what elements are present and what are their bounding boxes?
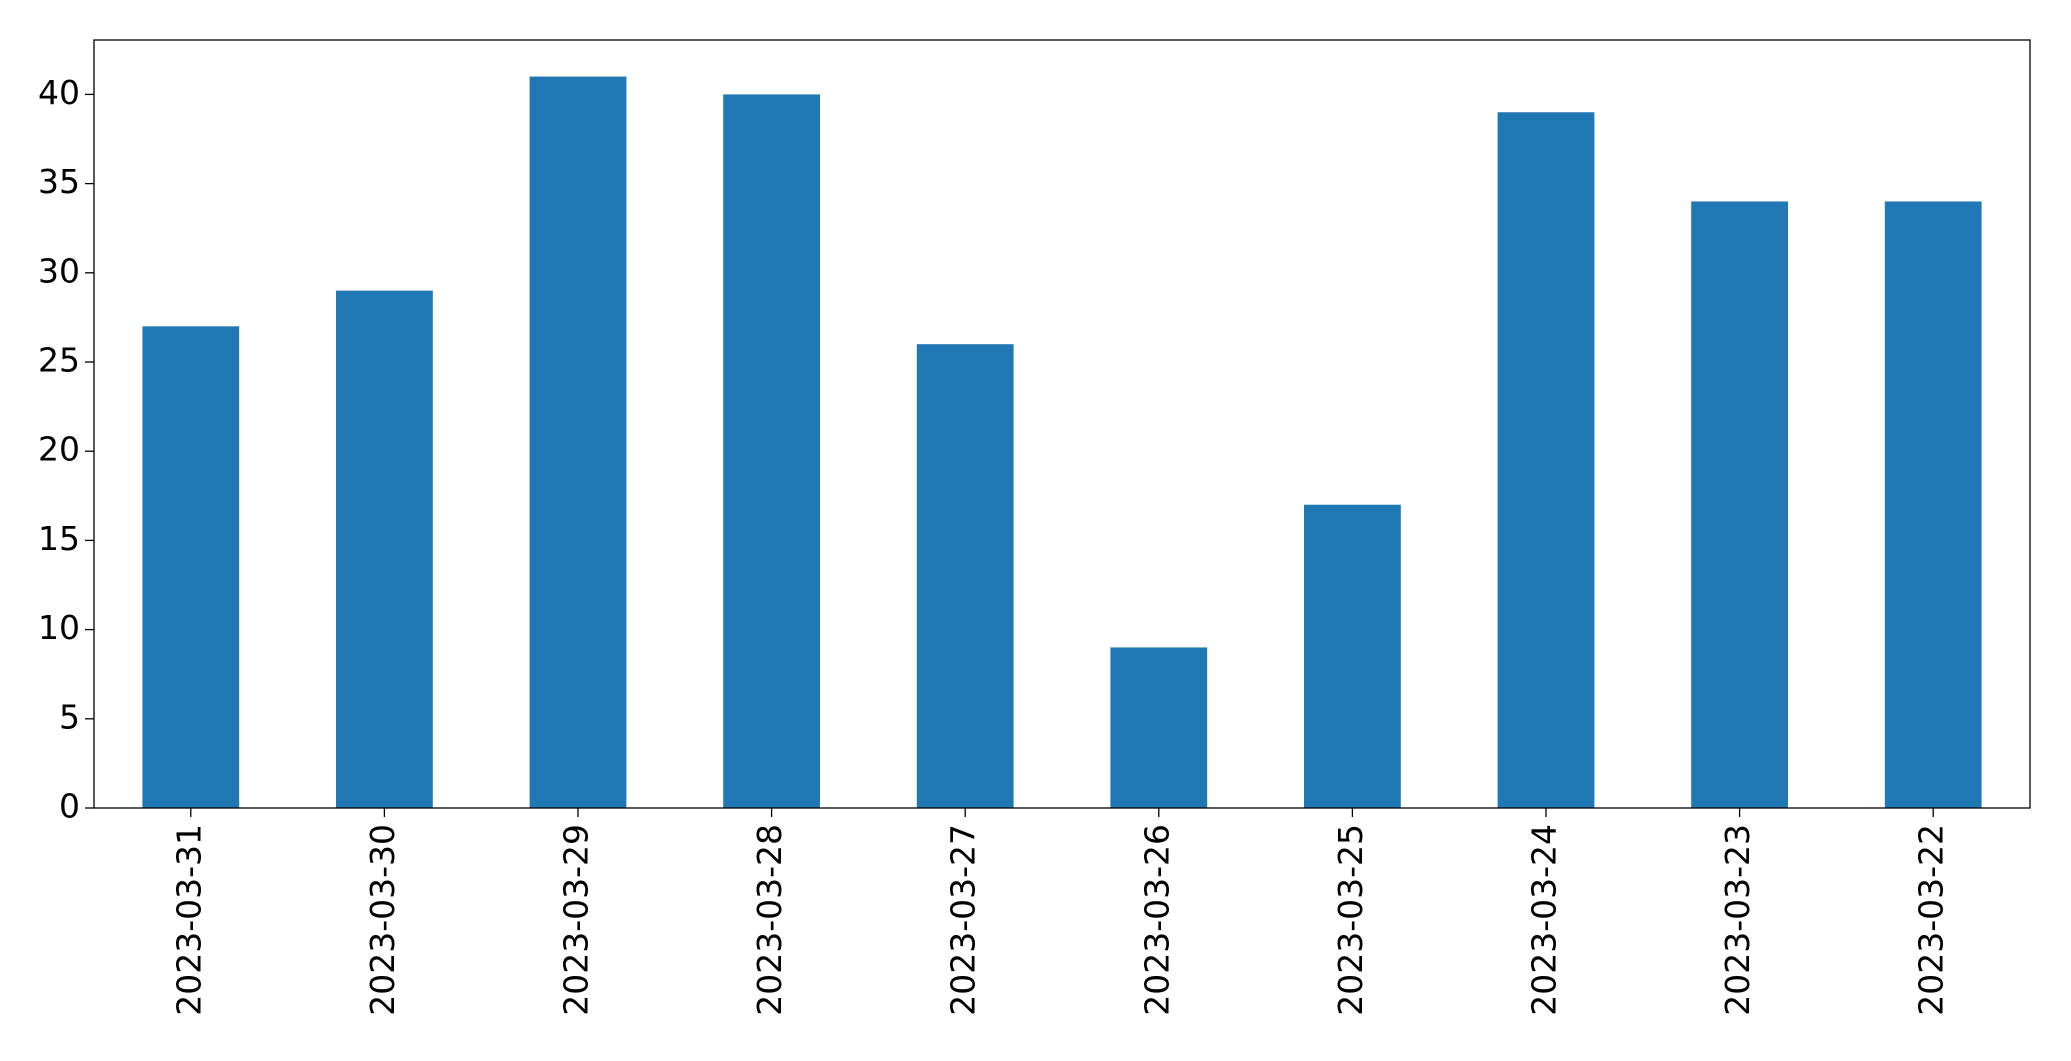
x-tick-label: 2023-03-29 xyxy=(557,824,596,1016)
y-tick-label: 25 xyxy=(38,341,80,380)
bar xyxy=(336,290,433,808)
bar xyxy=(1110,647,1208,808)
y-tick-label: 15 xyxy=(38,519,80,558)
y-tick-label: 20 xyxy=(38,430,80,469)
x-tick-label: 2023-03-26 xyxy=(1137,824,1176,1016)
bar xyxy=(1304,504,1401,808)
x-tick-label: 2023-03-27 xyxy=(944,824,983,1016)
bar xyxy=(142,326,240,808)
x-tick-label: 2023-03-25 xyxy=(1331,824,1370,1016)
y-tick-label: 35 xyxy=(38,162,80,201)
x-tick-label: 2023-03-24 xyxy=(1525,824,1564,1016)
x-tick-label: 2023-03-28 xyxy=(750,824,789,1016)
y-tick-label: 40 xyxy=(38,73,80,112)
bar xyxy=(916,344,1014,808)
bar xyxy=(723,94,820,809)
y-tick-label: 0 xyxy=(59,787,80,826)
y-tick-label: 5 xyxy=(59,697,80,736)
x-tick-label: 2023-03-30 xyxy=(363,824,402,1016)
bar xyxy=(1691,201,1788,809)
bar xyxy=(1884,201,1982,809)
y-tick-label: 30 xyxy=(38,251,80,290)
x-tick-label: 2023-03-22 xyxy=(1912,824,1951,1016)
bar xyxy=(529,76,627,809)
x-tick-label: 2023-03-23 xyxy=(1718,824,1757,1016)
plot-frame xyxy=(93,39,2031,809)
y-tick-label: 10 xyxy=(38,608,80,647)
x-tick-label: 2023-03-31 xyxy=(169,824,208,1016)
bar xyxy=(1497,112,1595,809)
